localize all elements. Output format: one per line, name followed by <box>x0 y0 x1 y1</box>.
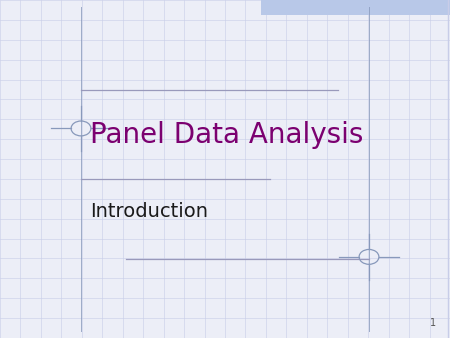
Text: 1: 1 <box>430 318 436 328</box>
Text: Introduction: Introduction <box>90 202 208 221</box>
Bar <box>261 0 450 15</box>
Text: Panel Data Analysis: Panel Data Analysis <box>90 121 364 149</box>
